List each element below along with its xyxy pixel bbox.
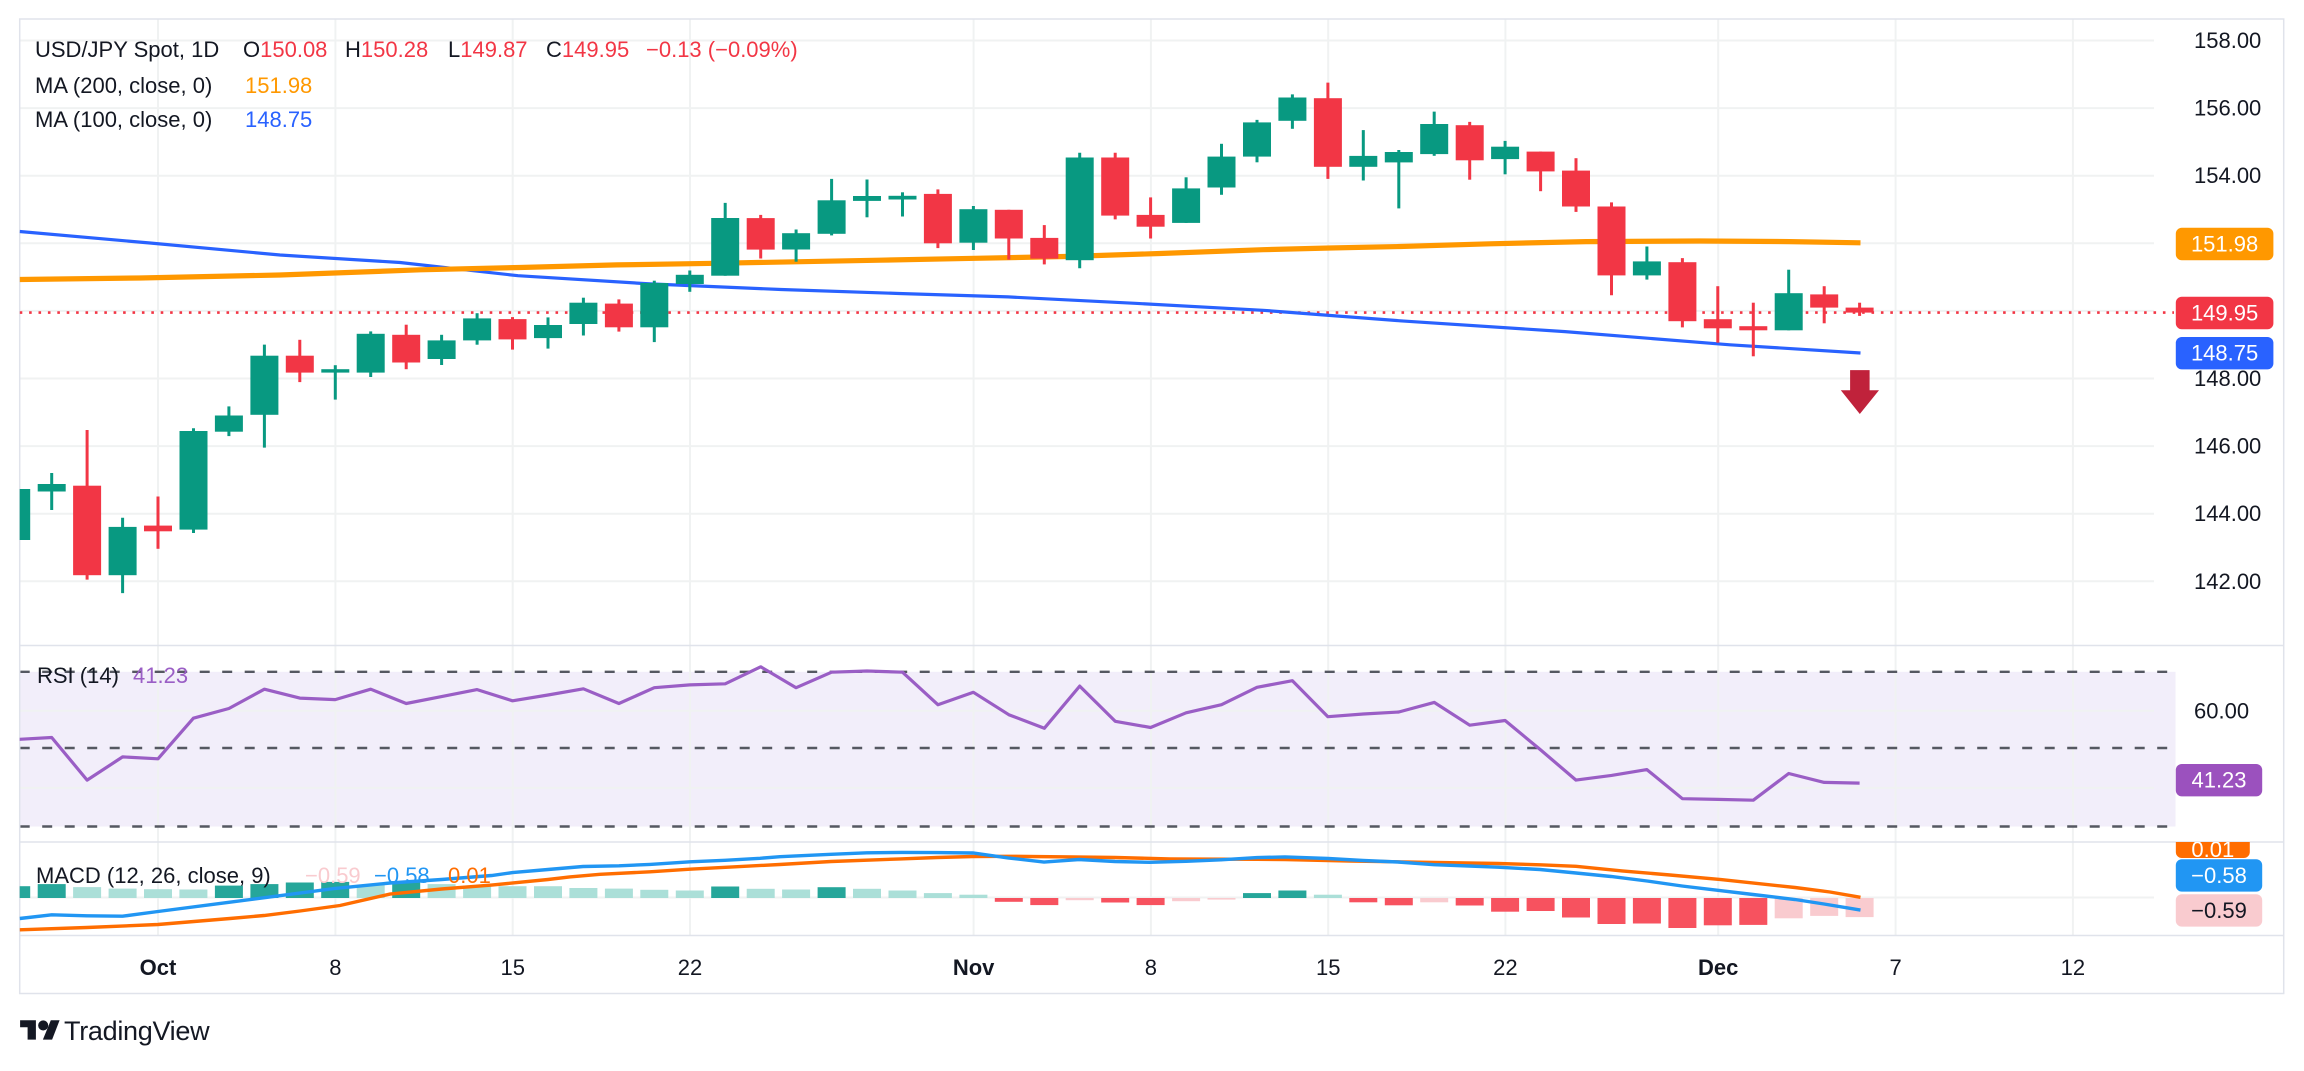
svg-text:−0.58: −0.58 — [2191, 863, 2247, 888]
svg-text:MA (100, close, 0): MA (100, close, 0) — [35, 107, 212, 132]
svg-text:8: 8 — [1145, 955, 1157, 980]
svg-text:MA (200, close, 0): MA (200, close, 0) — [35, 73, 212, 98]
svg-text:146.00: 146.00 — [2194, 434, 2261, 459]
svg-text:22: 22 — [1493, 955, 1517, 980]
svg-text:8: 8 — [329, 955, 341, 980]
svg-text:41.23: 41.23 — [2191, 768, 2246, 793]
svg-text:H150.28: H150.28 — [345, 37, 428, 62]
svg-text:156.00: 156.00 — [2194, 96, 2261, 121]
svg-text:158.00: 158.00 — [2194, 28, 2261, 53]
svg-text:22: 22 — [678, 955, 702, 980]
svg-text:TradingView: TradingView — [64, 1016, 210, 1046]
svg-text:7: 7 — [1889, 955, 1901, 980]
svg-text:RSI (14): RSI (14) — [37, 663, 119, 688]
svg-text:15: 15 — [500, 955, 524, 980]
svg-text:142.00: 142.00 — [2194, 569, 2261, 594]
svg-text:0.01: 0.01 — [2191, 837, 2234, 862]
svg-text:144.00: 144.00 — [2194, 501, 2261, 526]
svg-text:148.75: 148.75 — [245, 107, 312, 132]
svg-text:MACD (12, 26, close, 9): MACD (12, 26, close, 9) — [36, 863, 271, 888]
svg-text:151.98: 151.98 — [2191, 232, 2258, 257]
svg-text:−0.59: −0.59 — [2191, 898, 2247, 923]
svg-text:L149.87: L149.87 — [448, 37, 528, 62]
svg-text:USD/JPY Spot, 1D: USD/JPY Spot, 1D — [35, 37, 219, 62]
svg-text:15: 15 — [1316, 955, 1340, 980]
svg-text:151.98: 151.98 — [245, 73, 312, 98]
svg-text:12: 12 — [2061, 955, 2085, 980]
svg-text:0.01: 0.01 — [448, 863, 491, 888]
svg-text:Oct: Oct — [140, 955, 177, 980]
svg-text:C149.95: C149.95 — [546, 37, 629, 62]
svg-text:−0.58: −0.58 — [374, 863, 430, 888]
svg-text:149.95: 149.95 — [2191, 301, 2258, 326]
svg-text:−0.59: −0.59 — [305, 863, 361, 888]
svg-text:60.00: 60.00 — [2194, 698, 2249, 723]
svg-text:O150.08: O150.08 — [243, 37, 327, 62]
svg-text:Nov: Nov — [953, 955, 995, 980]
svg-text:Dec: Dec — [1698, 955, 1738, 980]
svg-text:41.23: 41.23 — [133, 663, 188, 688]
svg-text:148.00: 148.00 — [2194, 366, 2261, 391]
svg-text:148.75: 148.75 — [2191, 341, 2258, 366]
svg-text:−0.13 (−0.09%): −0.13 (−0.09%) — [646, 37, 798, 62]
svg-text:154.00: 154.00 — [2194, 163, 2261, 188]
